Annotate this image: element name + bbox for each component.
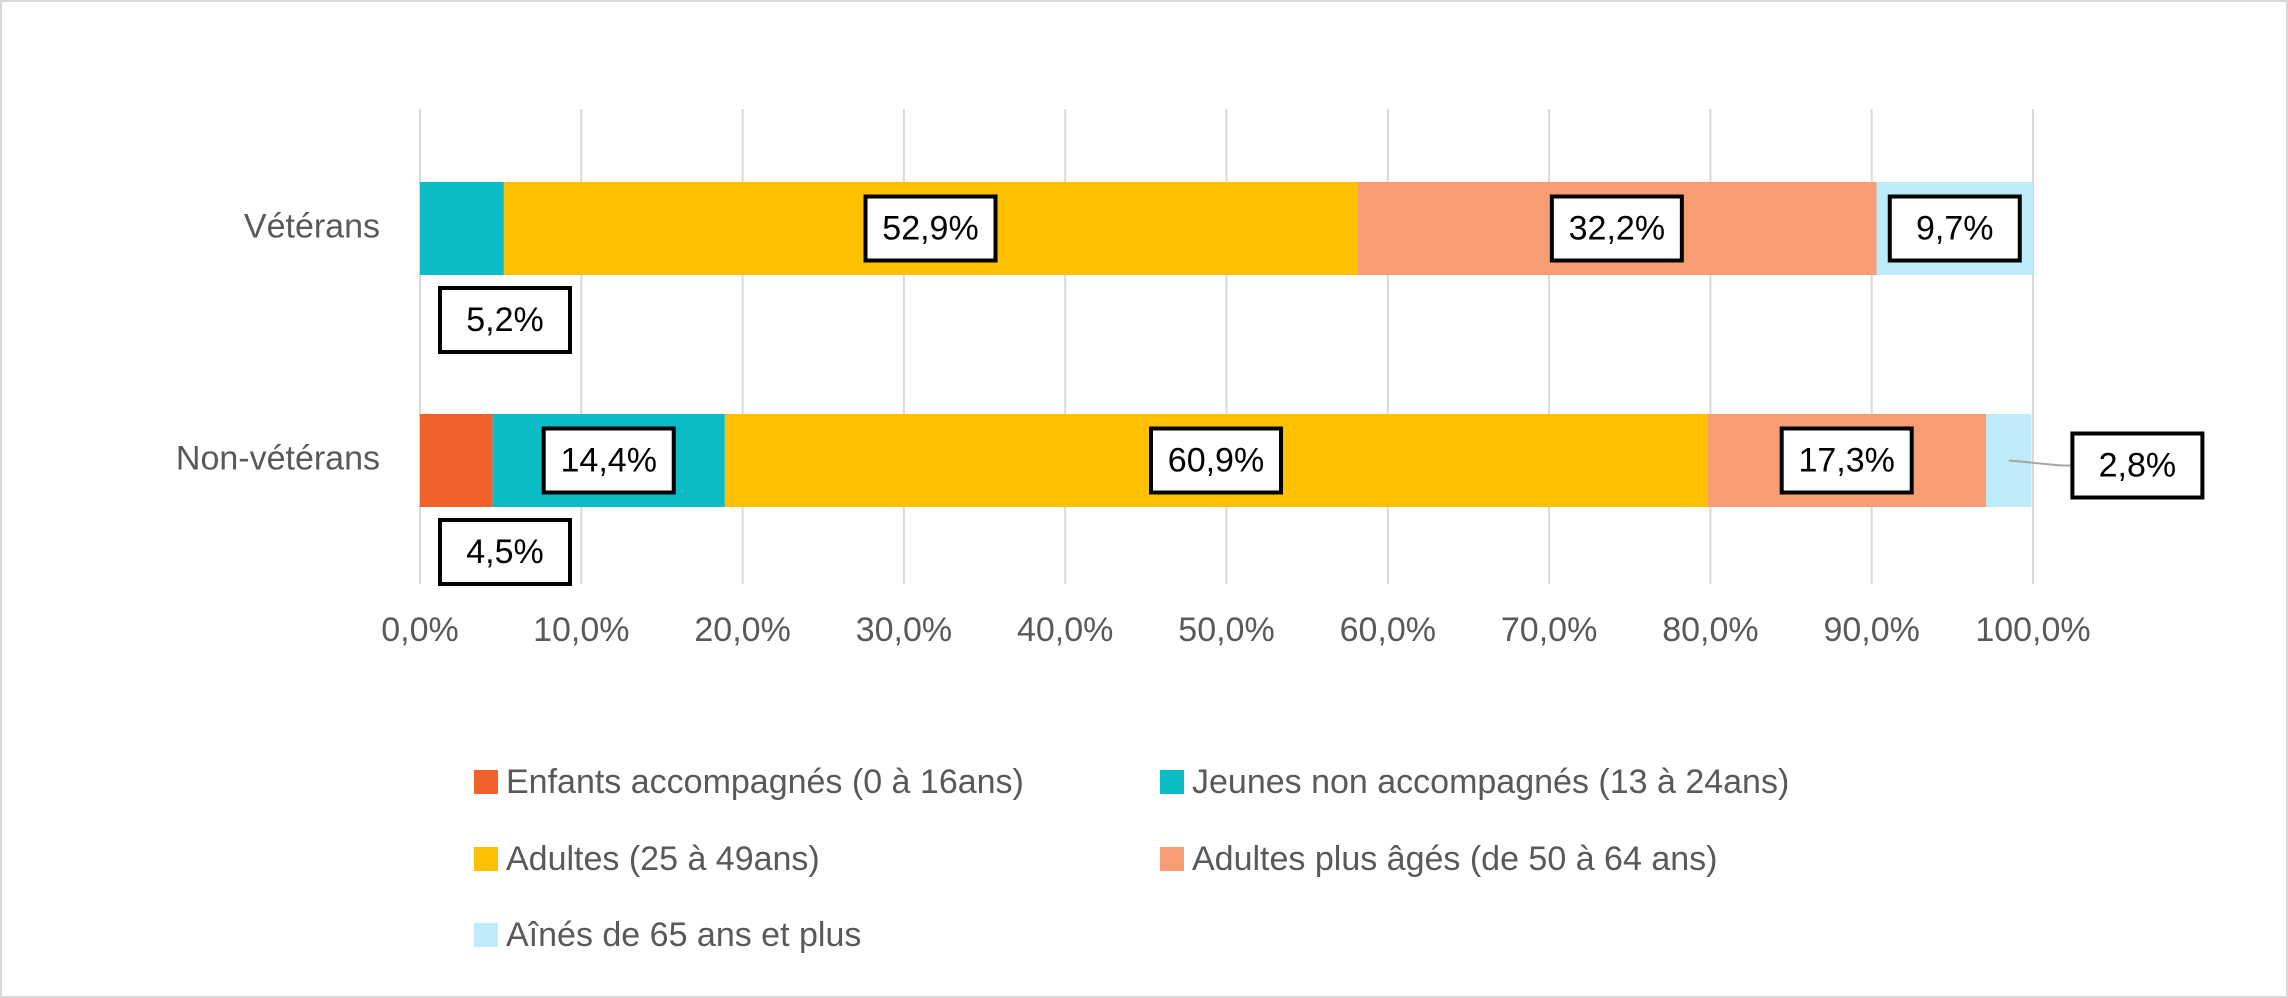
x-tick-label: 90,0% (1823, 611, 1919, 649)
data-label-box (1149, 426, 1284, 495)
legend-label: Enfants accompagnés (0 à 16ans) (506, 763, 1024, 801)
x-tick-label: 70,0% (1501, 611, 1597, 649)
legend-label: Adultes plus âgés (de 50 à 64 ans) (1192, 840, 1717, 878)
data-label: 32,2% (1569, 209, 1665, 247)
data-label: 5,2% (466, 301, 544, 339)
data-label-box (2070, 431, 2205, 500)
x-tick-label: 100,0% (1975, 611, 2090, 649)
x-tick-label: 30,0% (856, 611, 952, 649)
data-label-box (438, 286, 572, 354)
category-label: Non-vétérans (176, 439, 380, 477)
legend-swatch (1160, 770, 1184, 794)
data-label: 2,8% (2099, 446, 2177, 484)
bar-segment (1986, 414, 2032, 507)
x-tick-label: 20,0% (694, 611, 790, 649)
data-label: 9,7% (1916, 209, 1994, 247)
legend-swatch (1160, 847, 1184, 871)
data-label: 14,4% (561, 441, 657, 479)
x-tick-label: 50,0% (1178, 611, 1274, 649)
x-tick-label: 10,0% (533, 611, 629, 649)
data-label-box (541, 426, 676, 495)
bar-segment (420, 182, 504, 275)
data-label: 60,9% (1168, 441, 1264, 479)
data-label-box (863, 194, 998, 263)
x-tick-label: 0,0% (381, 611, 459, 649)
x-tick-label: 40,0% (1017, 611, 1113, 649)
x-tick-label: 60,0% (1340, 611, 1436, 649)
legend-swatch (474, 847, 498, 871)
bar-segment (420, 414, 493, 507)
data-label-box (1779, 426, 1914, 495)
x-tick-label: 80,0% (1662, 611, 1758, 649)
data-label-box (1887, 194, 2022, 263)
legend-swatch (474, 770, 498, 794)
data-label: 4,5% (466, 533, 544, 571)
legend-label: Adultes (25 à 49ans) (506, 840, 820, 878)
data-label-box (438, 518, 572, 586)
data-label: 52,9% (882, 209, 978, 247)
data-label-box (1549, 194, 1684, 263)
data-label: 17,3% (1798, 441, 1894, 479)
category-label: Vétérans (244, 207, 380, 245)
legend-label: Jeunes non accompagnés (13 à 24ans) (1192, 763, 1789, 801)
legend-label: Aînés de 65 ans et plus (506, 916, 861, 954)
legend-swatch (474, 923, 498, 947)
